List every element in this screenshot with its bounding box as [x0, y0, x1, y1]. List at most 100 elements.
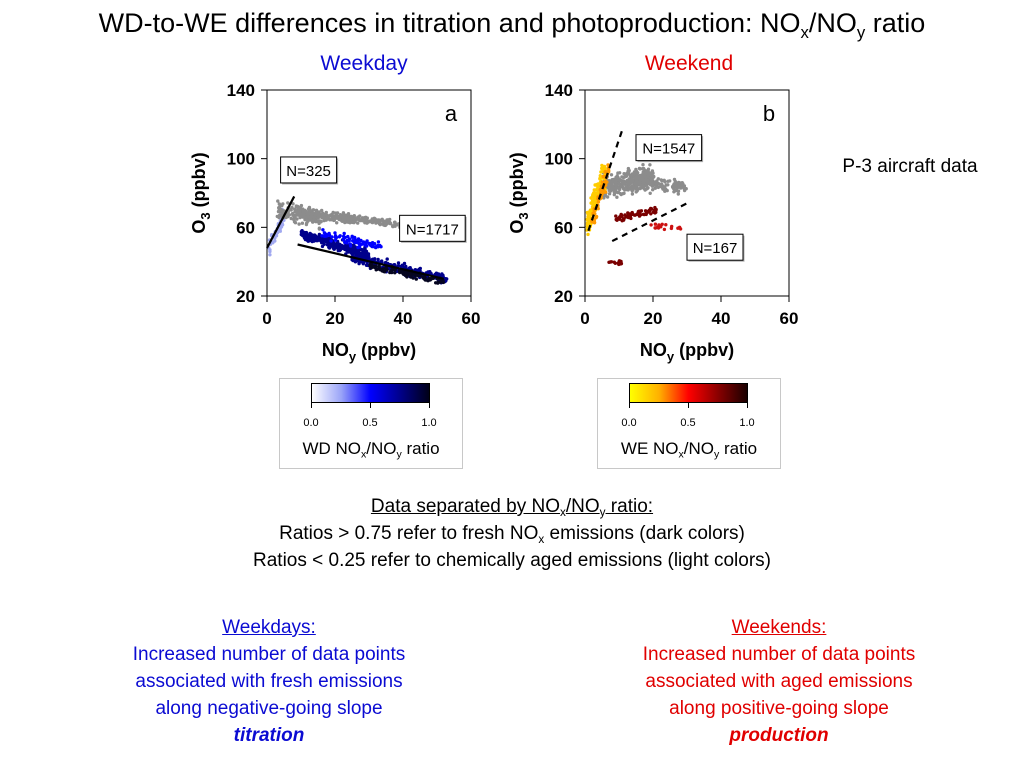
point-a-2 [434, 271, 439, 275]
point-a-1 [391, 224, 395, 229]
point-b-4 [678, 227, 683, 231]
fit-line-a-0 [266, 195, 296, 249]
point-b-1 [588, 211, 592, 215]
point-b-0 [631, 188, 635, 192]
point-b-0 [644, 183, 649, 187]
point-b-0 [673, 188, 677, 193]
point-b-1 [586, 232, 590, 237]
ratio-notes: Data separated by NOx/NOy ratio: Ratios … [0, 493, 1024, 574]
point-a-2 [358, 252, 362, 257]
weekend-label: Weekend [644, 52, 734, 75]
point-b-3 [617, 259, 622, 263]
point-a-3 [321, 228, 325, 232]
point-a-1 [286, 201, 290, 205]
annotation-b-0: N=1547 [642, 141, 695, 158]
title-mid: /NO [808, 8, 857, 38]
point-b-3 [614, 214, 618, 218]
point-a-2 [361, 249, 365, 254]
point-b-0 [607, 180, 611, 184]
point-a-1 [302, 215, 306, 219]
point-a-4 [398, 270, 402, 275]
point-a-2 [299, 232, 303, 237]
point-b-1 [592, 188, 596, 192]
weekends-heading: Weekends: [731, 617, 827, 638]
point-b-4 [670, 224, 674, 229]
point-b-0 [637, 166, 642, 171]
point-b-0 [682, 184, 687, 188]
point-a-2 [353, 258, 357, 263]
point-b-0 [646, 167, 651, 171]
point-a-1 [332, 218, 336, 223]
point-a-4 [412, 272, 416, 276]
point-b-0 [615, 195, 619, 199]
point-b-0 [672, 177, 677, 182]
ratio-notes-line-fresh: Ratios > 0.75 refer to fresh NOx emissio… [279, 523, 745, 547]
point-a-1 [307, 209, 312, 213]
point-a-1 [320, 208, 324, 213]
point-b-1 [593, 195, 597, 200]
point-a-2 [445, 277, 449, 281]
point-a-1 [284, 215, 288, 220]
point-b-0 [641, 184, 646, 188]
point-a-3 [354, 238, 358, 243]
point-b-0 [611, 180, 615, 184]
point-a-2 [338, 248, 343, 252]
slide-title: WD-to-WE differences in titration and ph… [0, 6, 1024, 41]
point-b-0 [653, 186, 657, 190]
x-tick-label-a-1: 20 [326, 309, 345, 328]
point-a-1 [277, 215, 281, 220]
point-a-3 [374, 245, 378, 249]
point-b-0 [648, 163, 652, 167]
point-a-1 [301, 209, 306, 213]
point-a-2 [357, 260, 361, 265]
weekends-line-1: Increased number of data points [642, 644, 916, 665]
point-b-1 [598, 174, 602, 178]
point-a-1 [349, 214, 354, 219]
point-b-0 [632, 185, 636, 189]
point-a-4 [384, 265, 388, 270]
fit-line-a-1 [297, 243, 445, 280]
plot-frame-b [584, 89, 790, 297]
point-a-2 [302, 236, 307, 240]
point-b-2 [594, 216, 598, 220]
point-b-3 [637, 214, 642, 218]
point-a-1 [280, 210, 285, 214]
point-b-0 [634, 190, 638, 194]
point-a-1 [297, 222, 301, 226]
point-a-2 [317, 232, 322, 237]
point-b-1 [600, 163, 604, 168]
point-b-0 [646, 186, 650, 190]
weekends-line-2: associated with aged emissions [645, 671, 913, 692]
point-a-1 [293, 207, 297, 211]
point-a-2 [308, 233, 313, 237]
point-a-2 [305, 238, 310, 243]
weekdays-heading: Weekdays: [222, 617, 316, 638]
point-a-2 [327, 243, 331, 247]
weekends-line-3: along positive-going slope [669, 698, 889, 719]
point-a-1 [334, 213, 339, 217]
y-axis-label-b: O3 (ppbv) [507, 152, 531, 233]
point-b-3 [633, 213, 637, 217]
point-b-2 [603, 169, 608, 174]
point-a-1 [318, 214, 322, 218]
y-tick-label-b-2: 100 [545, 150, 573, 169]
point-a-3 [359, 242, 363, 246]
point-a-0 [268, 253, 272, 257]
x-tick-label-b-1: 20 [644, 309, 663, 328]
point-a-2 [350, 252, 355, 257]
weekdays-line-1: Increased number of data points [132, 644, 406, 665]
point-b-2 [606, 163, 610, 167]
annotation-a-1: N=1717 [406, 221, 459, 238]
point-a-2 [400, 263, 404, 268]
point-b-2 [596, 200, 601, 204]
point-b-4 [659, 225, 663, 229]
point-a-1 [351, 217, 356, 222]
point-a-1 [388, 217, 392, 222]
point-a-3 [346, 234, 350, 239]
point-a-1 [356, 217, 360, 221]
fit-line-b-1 [611, 202, 688, 243]
aircraft-data-note: P-3 aircraft data [842, 156, 978, 177]
point-b-0 [647, 180, 651, 184]
point-b-3 [622, 217, 626, 221]
